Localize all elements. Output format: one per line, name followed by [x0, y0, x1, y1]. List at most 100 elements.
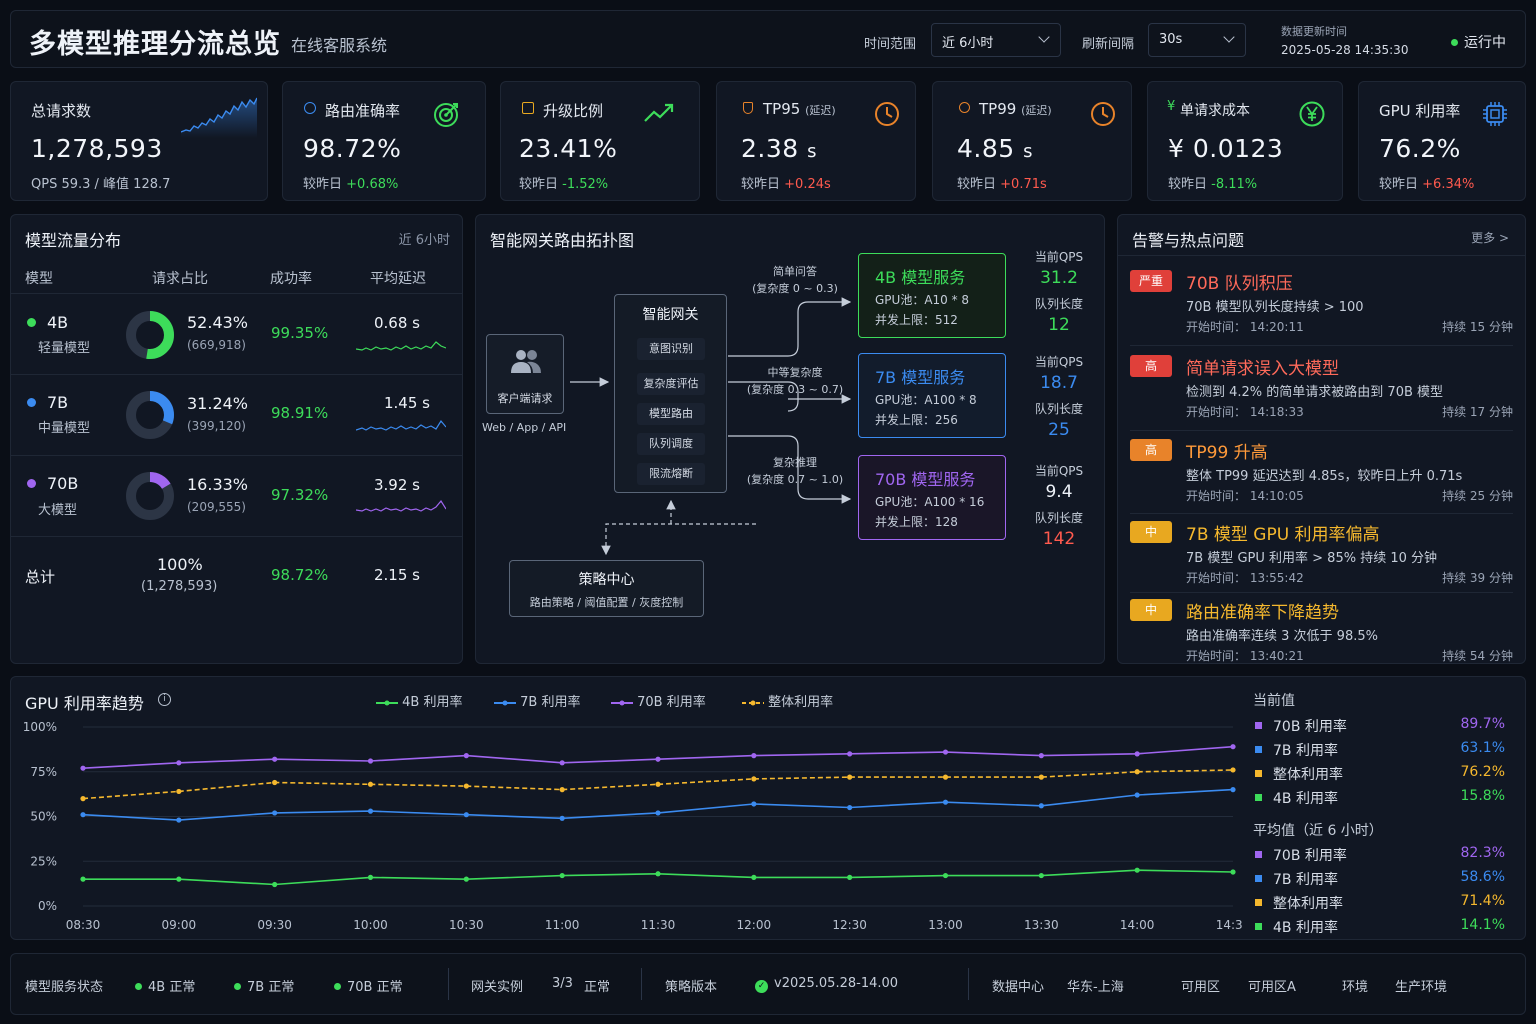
- status-dot: [1451, 39, 1458, 46]
- gateway-count: 3/3: [552, 976, 573, 991]
- legend-swatch: [742, 700, 764, 705]
- kpi-accuracy-card[interactable]: 路由准确率 98.72% 较昨日 +0.68%: [282, 81, 486, 201]
- severity-badge: 中: [1130, 599, 1172, 621]
- donut-slice: [126, 472, 174, 520]
- stat-value: 15.8%: [1460, 788, 1505, 804]
- data-point: [463, 812, 469, 818]
- qps-value: 9.4: [1045, 482, 1073, 502]
- update-label: 数据更新时间: [1281, 25, 1347, 38]
- time-range-value: 近 6小时: [942, 36, 994, 51]
- kpi-gpu-card[interactable]: GPU 利用率 76.2% 较昨日 +6.34%: [1358, 81, 1526, 201]
- refresh-select[interactable]: 30s: [1148, 23, 1246, 57]
- alert-item[interactable]: 高 TP99 升高 整体 TP99 延迟达到 4.85s，较昨日上升 0.71s…: [1130, 439, 1513, 509]
- route-label: 中等复杂度 (复杂度 0.3 ~ 0.7): [746, 366, 844, 396]
- row-divider: [11, 536, 462, 537]
- data-point: [655, 810, 661, 816]
- current-list: 70B 利用率 89.7% 7B 利用率 63.1% 整体利用率 76.2% 4…: [1253, 715, 1517, 811]
- alerts-more-link[interactable]: 更多 >: [1471, 231, 1509, 245]
- alert-duration: 持续 15 分钟: [1442, 320, 1513, 334]
- share-percent: 16.33%: [187, 475, 249, 494]
- share-percent: 31.24%: [187, 394, 249, 413]
- stat-row: 整体利用率 71.4%: [1253, 892, 1517, 916]
- alert-duration: 持续 54 分钟: [1442, 649, 1513, 663]
- policy-version[interactable]: ✓ v2025.05.28-14.00: [755, 976, 898, 993]
- time-range-select[interactable]: 近 6小时: [931, 23, 1061, 57]
- legend-overall[interactable]: 整体利用率: [742, 691, 833, 710]
- data-point: [847, 774, 853, 780]
- alarm-icon: [959, 102, 970, 113]
- table-row[interactable]: 7B 中量模型 31.24% (399,120) 98.91% 1.45 s: [11, 375, 462, 455]
- stat-value: 58.6%: [1460, 869, 1505, 885]
- kpi-total-card[interactable]: 总请求数 1,278,593 QPS 59.3 / 峰值 128.7: [10, 81, 268, 201]
- kpi-cost-title: 单请求成本: [1180, 103, 1250, 119]
- topology-connectors: [570, 297, 852, 556]
- total-share: 100%: [157, 555, 203, 574]
- stat-swatch: [1255, 851, 1262, 858]
- kpi-tp95-card[interactable]: TP95 (延迟) 2.38 s 较昨日 +0.24s: [716, 81, 916, 201]
- kpi-tp99-title: TP99 (延迟): [979, 100, 1052, 118]
- service-70b-node[interactable]: 70B 模型服务 GPU池：A100 * 16 并发上限：128: [858, 455, 1006, 540]
- data-point: [367, 781, 374, 787]
- data-point: [1230, 787, 1236, 793]
- service-7b-node[interactable]: 7B 模型服务 GPU池：A100 * 8 并发上限：256: [858, 353, 1006, 438]
- strategy-title: 策略中心: [578, 572, 635, 588]
- gateway-item-complexity[interactable]: 复杂度评估: [637, 373, 705, 395]
- kpi-accuracy-compare: 较昨日 +0.68%: [303, 177, 399, 192]
- share-percent: 52.43%: [187, 313, 249, 332]
- update-time: 2025-05-28 14:35:30: [1281, 43, 1409, 57]
- traffic-range: 近 6小时: [398, 233, 450, 248]
- success-rate: 97.32%: [271, 486, 329, 504]
- alert-desc: 整体 TP99 延迟达到 4.85s，较昨日上升 0.71s: [1186, 469, 1463, 484]
- data-point: [655, 871, 661, 877]
- alert-item[interactable]: 中 路由准确率下降趋势 路由准确率连续 3 次低于 98.5% 开始时间： 13…: [1130, 599, 1513, 663]
- gateway-item-queue[interactable]: 队列调度: [637, 433, 705, 455]
- service-4b-node[interactable]: 4B 模型服务 GPU池：A10 * 8 并发上限：512: [858, 253, 1006, 338]
- alert-item[interactable]: 高 简单请求误入大模型 检测到 4.2% 的简单请求被路由到 70B 模型 开始…: [1130, 355, 1513, 425]
- service-name: 4B 模型服务: [875, 268, 966, 287]
- client-node[interactable]: 客户端请求: [486, 334, 564, 414]
- stat-name: 4B 利用率: [1273, 920, 1338, 936]
- col-share: 请求占比: [152, 271, 208, 287]
- x-tick-label: 10:30: [449, 918, 484, 932]
- stat-row: 7B 利用率 63.1%: [1253, 739, 1517, 763]
- gateway-node[interactable]: 智能网关 意图识别 复杂度评估 模型路由 队列调度 限流熔断: [614, 294, 727, 493]
- service-status-70b: 70B 正常: [334, 976, 403, 995]
- kpi-cost-compare: 较昨日 -8.11%: [1168, 177, 1258, 192]
- alert-item[interactable]: 严重 70B 队列积压 70B 模型队列长度持续 > 100 开始时间： 14:…: [1130, 270, 1513, 340]
- footer-divider: [641, 968, 642, 1000]
- data-point: [559, 787, 565, 793]
- data-point: [463, 783, 469, 789]
- share-count: (399,120): [187, 419, 246, 433]
- time-range-label: 时间范围: [864, 37, 917, 52]
- info-icon[interactable]: i: [158, 693, 171, 706]
- gateway-item-routing[interactable]: 模型路由: [637, 403, 705, 425]
- kpi-total-value: 1,278,593: [31, 134, 163, 163]
- share-donut: [126, 391, 174, 439]
- legend-4b[interactable]: 4B 利用率: [376, 691, 462, 710]
- alert-time: 开始时间： 13:55:42: [1186, 571, 1304, 585]
- data-point: [942, 799, 949, 805]
- total-success: 98.72%: [271, 566, 329, 584]
- table-row[interactable]: 70B 大模型 16.33% (209,555) 97.32% 3.92 s: [11, 456, 462, 536]
- data-point: [1038, 872, 1044, 879]
- table-row[interactable]: 4B 轻量模型 52.43% (669,918) 99.35% 0.68 s: [11, 294, 462, 374]
- kpi-upgrade-card[interactable]: 升级比例 23.41% 较昨日 -1.52%: [500, 81, 700, 201]
- kpi-tp99-delta: +0.71s: [1000, 177, 1047, 192]
- x-tick-label: 10:00: [353, 918, 388, 932]
- model-name: 4B: [47, 313, 69, 332]
- service-metrics: 当前QPS 9.4 队列长度 142: [1024, 462, 1094, 549]
- service-status-7b: 7B 正常: [234, 976, 294, 995]
- service-name: 70B 模型服务: [875, 470, 976, 489]
- strategy-node[interactable]: 策略中心 路由策略 / 阈值配置 / 灰度控制: [509, 560, 704, 617]
- kpi-tp99-card[interactable]: TP99 (延迟) 4.85 s 较昨日 +0.71s: [932, 81, 1132, 201]
- legend-7b[interactable]: 7B 利用率: [494, 691, 580, 710]
- alert-title: 70B 队列积压: [1186, 274, 1293, 294]
- gateway-item-intent[interactable]: 意图识别: [637, 338, 705, 360]
- legend-70b[interactable]: 70B 利用率: [611, 691, 706, 710]
- stat-swatch: [1255, 899, 1262, 906]
- kpi-cost-card[interactable]: ¥ 单请求成本 ¥ 0.0123 较昨日 -8.11%: [1147, 81, 1343, 201]
- gateway-item-ratelimit[interactable]: 限流熔断: [637, 463, 705, 485]
- share-count: (209,555): [187, 500, 246, 514]
- alert-item[interactable]: 中 7B 模型 GPU 利用率偏高 7B 模型 GPU 利用率 > 85% 持续…: [1130, 521, 1513, 591]
- chevron-down-icon: [1223, 31, 1235, 43]
